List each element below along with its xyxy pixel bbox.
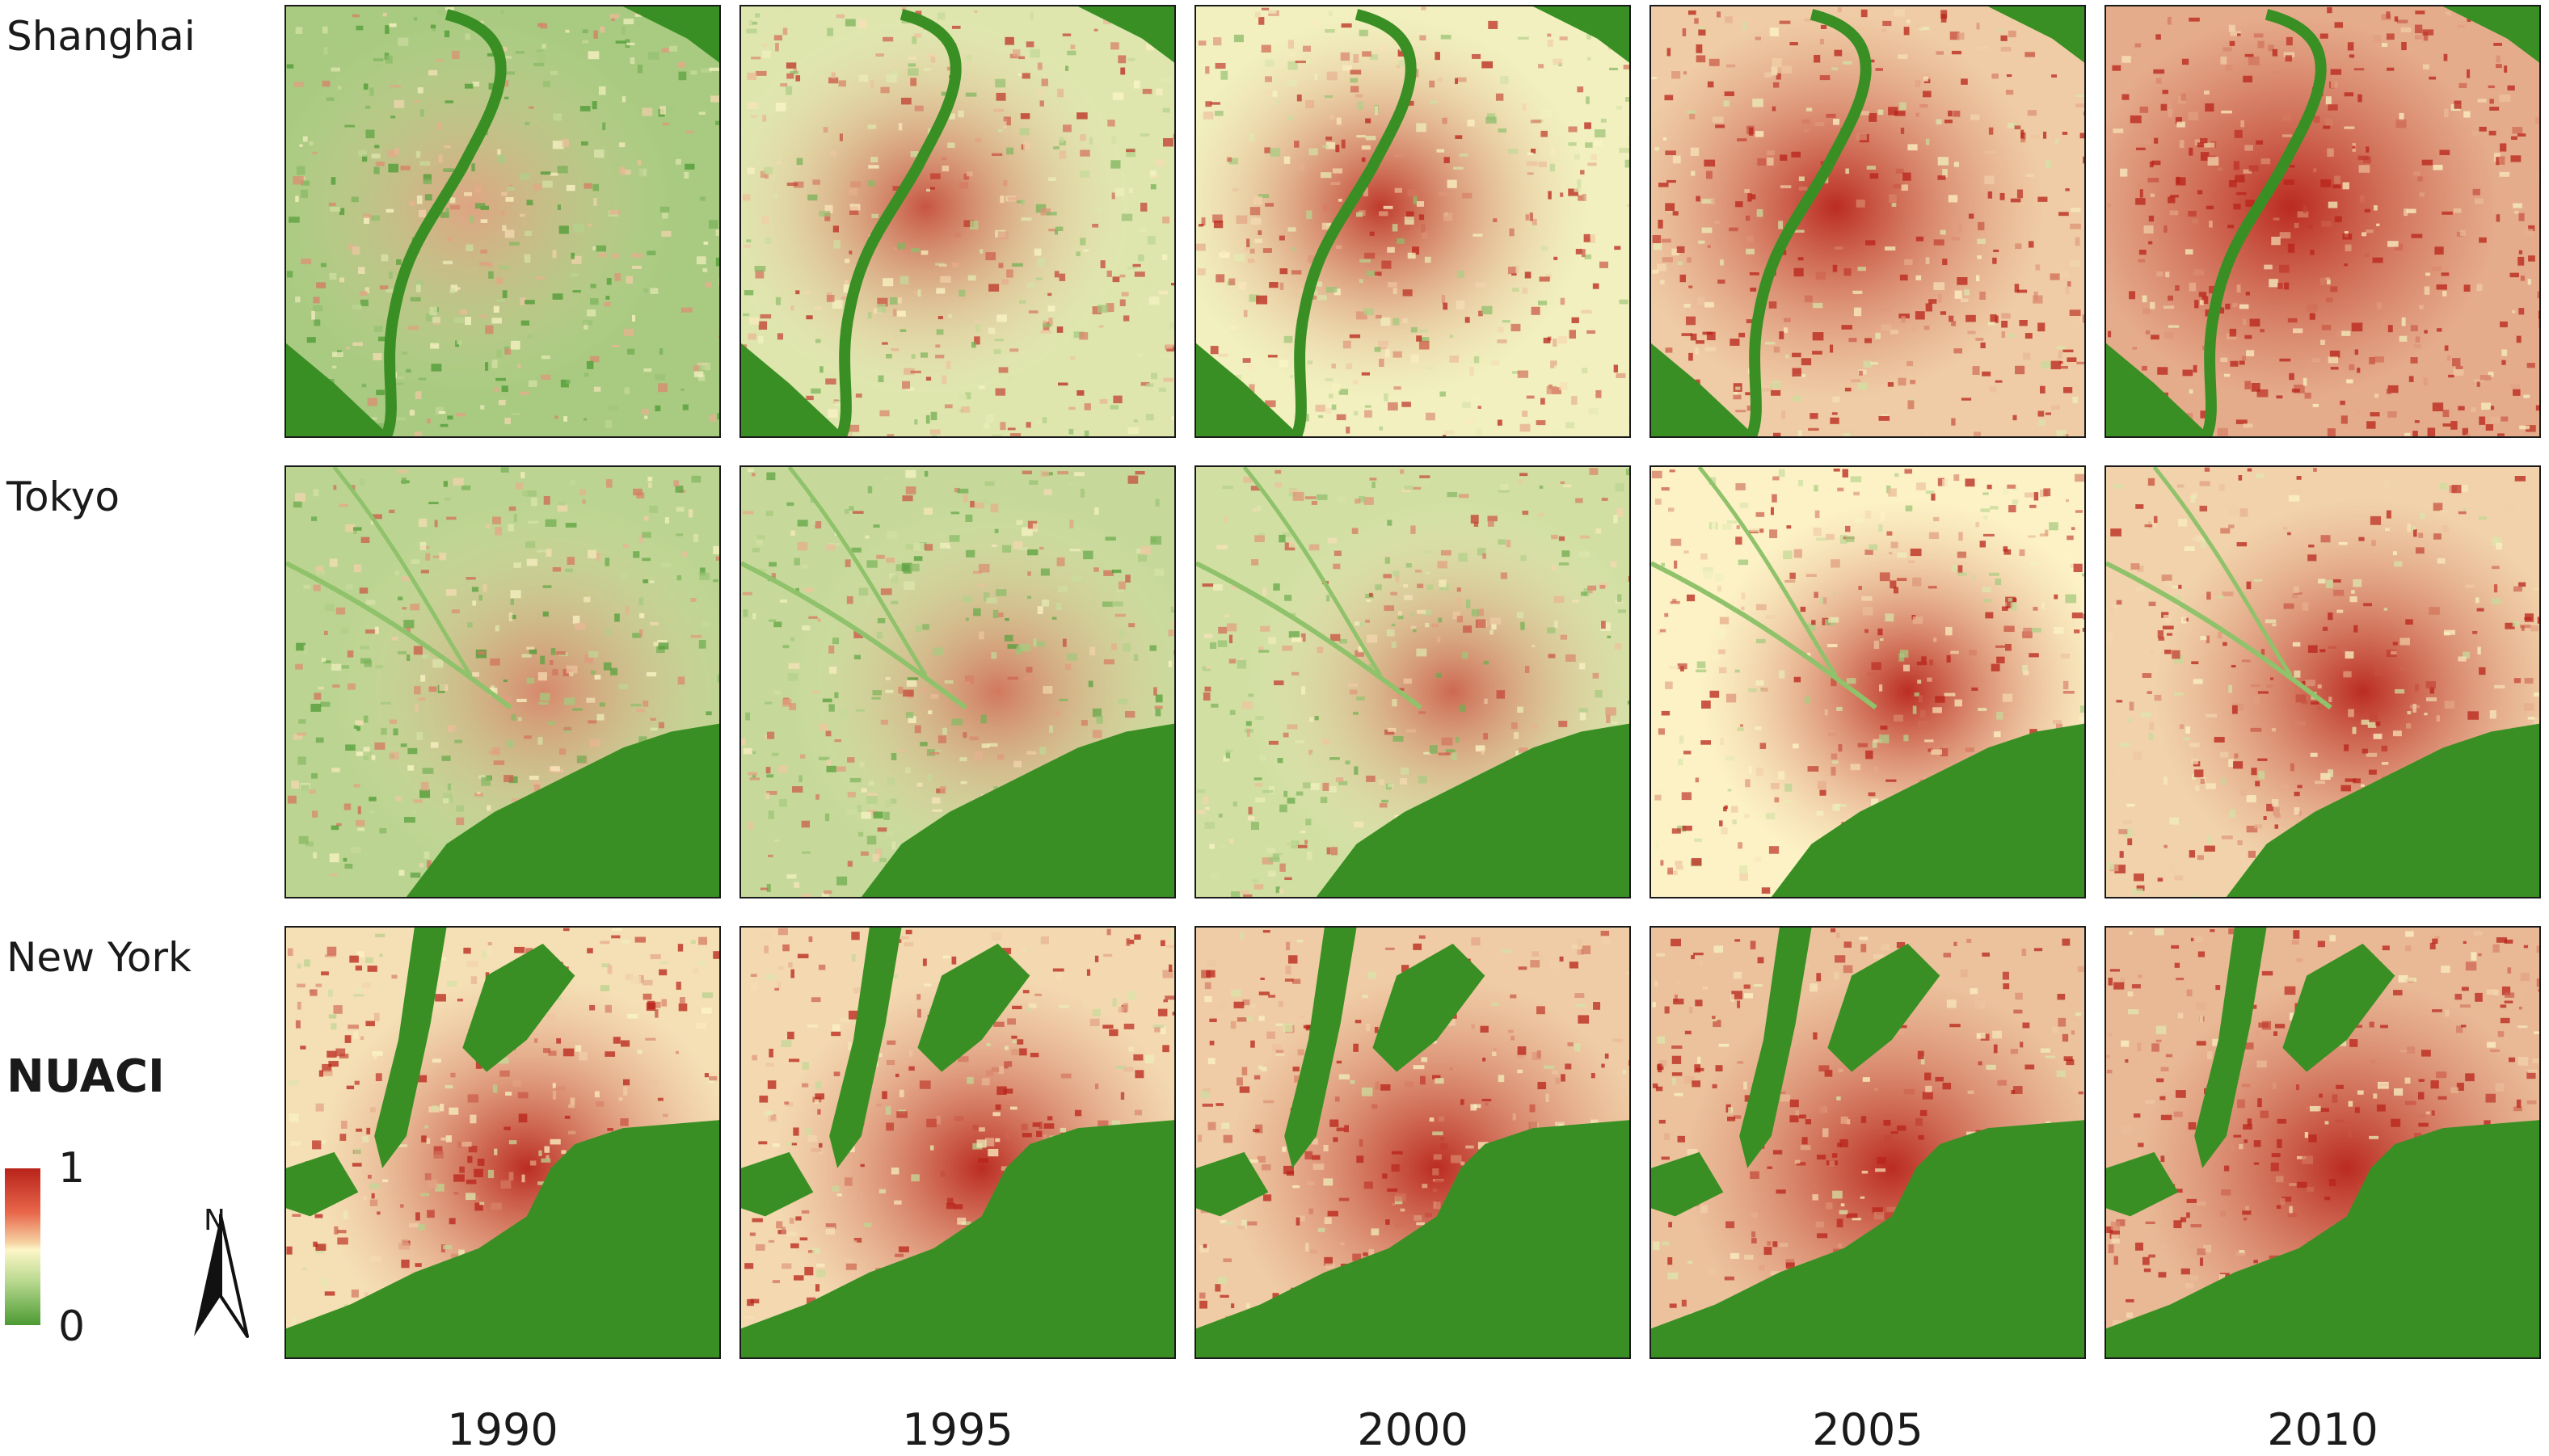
map-panel-shanghai-2000 [1194,5,1631,438]
city-label-tokyo: Tokyo [6,473,120,520]
city-label-shanghai: Shanghai [6,13,196,60]
map-panel-new-york-2000 [1194,926,1631,1359]
year-label-1995: 1995 [902,1404,1013,1455]
river-path [1746,9,1872,436]
year-label-2005: 2005 [1812,1404,1923,1455]
map-panel-new-york-1995 [739,926,1176,1359]
map-panel-tokyo-2010 [2105,465,2541,898]
legend-min-label: 0 [58,1302,86,1351]
city-label-new-york: New York [6,934,192,981]
map-panel-tokyo-2005 [1649,465,2086,898]
map-panel-tokyo-1995 [739,465,1176,898]
map-panel-shanghai-1995 [739,5,1176,438]
map-panel-shanghai-2010 [2105,5,2541,438]
legend-color-bar [5,1168,40,1325]
map-panel-new-york-1990 [284,926,721,1359]
river-path [1291,9,1417,436]
legend-title: NUACI [6,1050,165,1103]
legend-max-label: 1 [58,1144,86,1193]
year-label-1990: 1990 [447,1404,558,1455]
year-label-2000: 2000 [1357,1404,1468,1455]
north-arrow-icon [194,1214,249,1338]
river-path [381,9,507,436]
year-label-2010: 2010 [2267,1404,2378,1455]
map-panel-tokyo-1990 [284,465,721,898]
map-panel-new-york-2005 [1649,926,2086,1359]
map-panel-new-york-2010 [2105,926,2541,1359]
river-path [2201,9,2327,436]
map-panel-shanghai-2005 [1649,5,2086,438]
river-path [836,9,962,436]
map-panel-shanghai-1990 [284,5,721,438]
map-panel-tokyo-2000 [1194,465,1631,898]
